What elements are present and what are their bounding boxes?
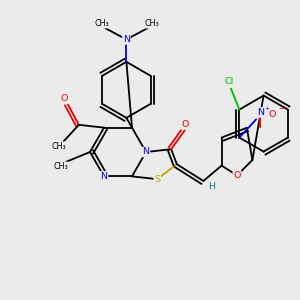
Text: CH₃: CH₃: [51, 142, 66, 151]
Text: O: O: [268, 110, 276, 119]
Text: O: O: [233, 171, 241, 180]
Text: O: O: [61, 94, 68, 103]
Text: CH₃: CH₃: [144, 19, 159, 28]
Text: H: H: [208, 182, 215, 191]
Text: O: O: [182, 120, 189, 129]
Text: −: −: [278, 104, 285, 113]
Text: S: S: [154, 175, 160, 184]
Text: Cl: Cl: [224, 77, 234, 86]
Text: N: N: [123, 35, 130, 44]
Text: CH₃: CH₃: [54, 162, 69, 171]
Text: N: N: [257, 108, 264, 117]
Text: CH₃: CH₃: [94, 19, 109, 28]
Text: N: N: [142, 148, 149, 157]
Text: +: +: [264, 106, 269, 111]
Text: N: N: [100, 172, 107, 181]
